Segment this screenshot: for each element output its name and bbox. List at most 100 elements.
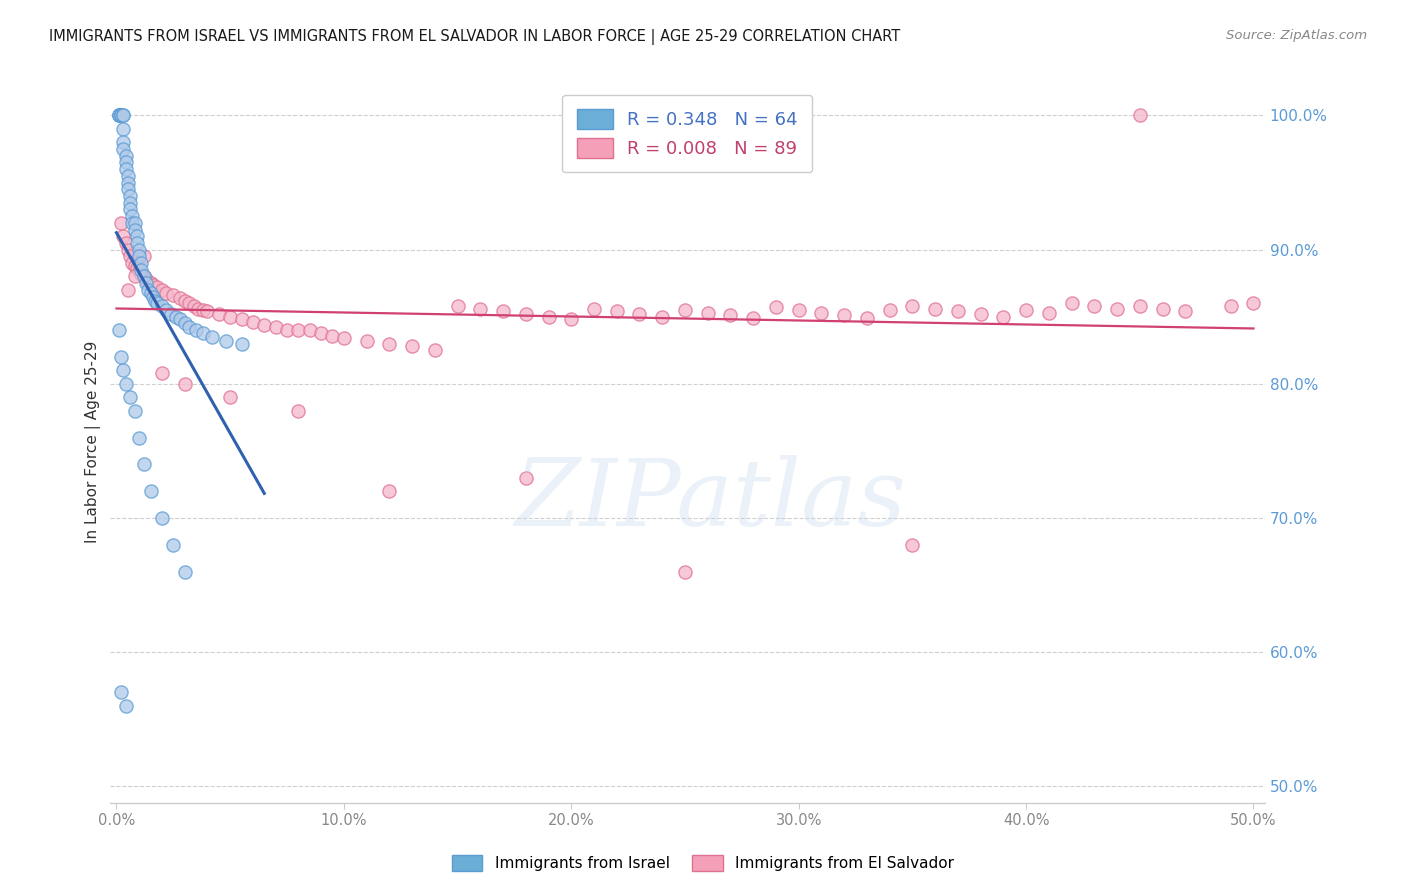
Point xyxy=(423,343,446,358)
Point xyxy=(107,108,129,122)
Point xyxy=(201,330,224,344)
Point xyxy=(537,310,560,324)
Point xyxy=(787,303,810,318)
Point xyxy=(114,698,136,713)
Point xyxy=(114,155,136,169)
Point xyxy=(742,311,765,326)
Point xyxy=(470,301,492,316)
Point xyxy=(124,403,146,417)
Point xyxy=(155,303,177,318)
Point xyxy=(184,323,207,337)
Point xyxy=(112,136,135,150)
Point xyxy=(120,202,142,217)
Point xyxy=(112,108,135,122)
Point xyxy=(946,304,969,318)
Point xyxy=(765,301,787,315)
Point xyxy=(1129,108,1152,122)
Point xyxy=(208,307,231,321)
Point xyxy=(120,195,142,210)
Point xyxy=(673,565,696,579)
Point xyxy=(112,229,135,244)
Point xyxy=(120,249,142,263)
Point xyxy=(150,299,173,313)
Point xyxy=(112,363,135,377)
Point xyxy=(179,296,201,310)
Point xyxy=(114,162,136,177)
Point xyxy=(333,331,356,345)
Point xyxy=(165,310,187,324)
Point xyxy=(110,108,132,122)
Point xyxy=(651,310,673,324)
Point xyxy=(287,323,309,337)
Point xyxy=(124,269,146,284)
Point xyxy=(146,280,169,294)
Point xyxy=(131,256,153,270)
Point xyxy=(121,216,143,230)
Point xyxy=(112,142,135,156)
Point xyxy=(560,312,582,326)
Point xyxy=(142,290,165,304)
Point xyxy=(1105,301,1128,316)
Point xyxy=(139,484,162,499)
Point xyxy=(146,296,169,310)
Point xyxy=(856,311,879,326)
Point xyxy=(117,182,139,196)
Point xyxy=(124,222,146,236)
Point xyxy=(131,267,153,281)
Point xyxy=(309,326,332,340)
Point xyxy=(112,108,135,122)
Point xyxy=(1219,299,1241,313)
Point xyxy=(107,108,129,122)
Point xyxy=(128,243,150,257)
Point xyxy=(132,269,155,284)
Point xyxy=(606,304,628,318)
Point xyxy=(924,301,946,316)
Point xyxy=(287,403,309,417)
Point xyxy=(1015,303,1038,318)
Point xyxy=(128,264,150,278)
Legend: Immigrants from Israel, Immigrants from El Salvador: Immigrants from Israel, Immigrants from … xyxy=(446,849,960,877)
Point xyxy=(515,307,537,321)
Point xyxy=(219,390,242,404)
Point xyxy=(197,304,219,318)
Point xyxy=(720,309,742,323)
Point xyxy=(1083,299,1105,313)
Point xyxy=(1060,296,1083,310)
Point xyxy=(173,376,195,391)
Point xyxy=(110,108,132,122)
Point xyxy=(242,315,264,329)
Point xyxy=(107,323,129,337)
Point xyxy=(112,121,135,136)
Text: ZIPatlas: ZIPatlas xyxy=(515,455,907,545)
Point xyxy=(276,323,298,337)
Point xyxy=(114,376,136,391)
Point xyxy=(150,283,173,297)
Point xyxy=(582,301,605,316)
Point xyxy=(993,310,1015,324)
Point xyxy=(356,334,378,348)
Point xyxy=(124,259,146,273)
Point xyxy=(231,336,253,351)
Point xyxy=(446,299,468,313)
Text: Source: ZipAtlas.com: Source: ZipAtlas.com xyxy=(1226,29,1367,43)
Point xyxy=(110,108,132,122)
Point xyxy=(219,310,242,324)
Point xyxy=(1152,301,1174,316)
Y-axis label: In Labor Force | Age 25-29: In Labor Force | Age 25-29 xyxy=(86,341,101,543)
Point xyxy=(173,293,195,308)
Point xyxy=(128,430,150,444)
Point xyxy=(135,272,157,286)
Point xyxy=(901,299,924,313)
Point xyxy=(321,328,343,343)
Point xyxy=(132,458,155,472)
Point xyxy=(1174,304,1197,318)
Point xyxy=(162,538,184,552)
Point xyxy=(1129,299,1152,313)
Point xyxy=(139,276,162,290)
Point xyxy=(183,299,205,313)
Point xyxy=(191,303,214,318)
Point xyxy=(150,366,173,380)
Point xyxy=(125,235,148,250)
Point xyxy=(264,320,287,334)
Point xyxy=(120,390,142,404)
